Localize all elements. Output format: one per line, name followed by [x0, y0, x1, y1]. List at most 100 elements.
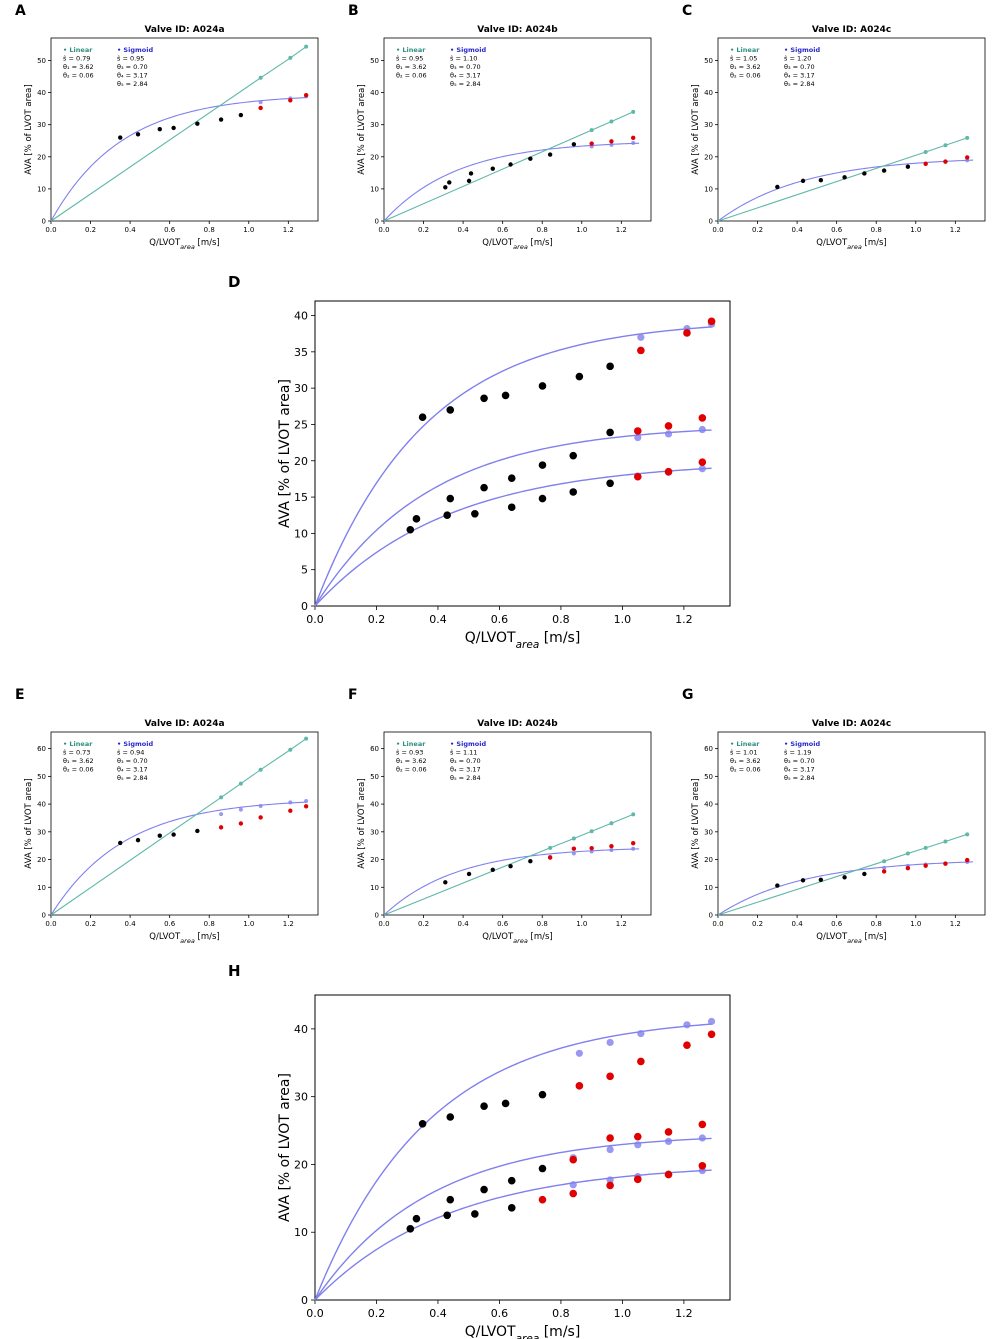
- observed-point: [538, 382, 547, 390]
- legend-linear-param: ŝ = 0.93: [396, 749, 423, 757]
- x-tick-label: 1.2: [616, 920, 627, 928]
- extrapolated-point: [698, 1120, 707, 1129]
- y-tick-label: 10: [37, 884, 46, 892]
- panel-label: E: [15, 687, 25, 703]
- linear-fit-line: [50, 46, 307, 222]
- observed-point: [418, 413, 427, 421]
- panel-d: D 0.0 0.2 0.4 0.6 0.8 1.0 1.2 0 5 10 15 20 25 30 35 40 Q/…: [228, 273, 731, 651]
- linear-prediction-point: [609, 821, 614, 826]
- legend-linear-title: • Linear: [396, 740, 426, 748]
- x-tick-label: 0.0: [45, 920, 56, 928]
- extrapolated-point: [303, 804, 309, 809]
- y-tick-label: 30: [37, 121, 46, 129]
- observed-point: [446, 406, 455, 414]
- x-axis-label: Q/LVOTarea [m/s]: [482, 932, 552, 945]
- linear-prediction-point: [258, 75, 263, 80]
- legend-sigmoid-param: θ₅ = 2.84: [784, 80, 815, 88]
- extrapolated-point: [589, 845, 594, 851]
- y-tick-label: 50: [37, 773, 46, 781]
- y-tick-label: 0: [301, 600, 308, 613]
- observed-point: [468, 171, 474, 176]
- chart-title: Valve ID: A024a: [144, 25, 224, 35]
- sigmoid-prediction-point: [304, 799, 309, 804]
- observed-point: [412, 515, 421, 523]
- observed-point: [842, 175, 847, 180]
- y-tick-label: 0: [301, 1294, 308, 1307]
- observed-point: [418, 1119, 427, 1128]
- x-tick-label: 1.0: [243, 920, 254, 928]
- y-tick-label: 40: [37, 801, 46, 809]
- extrapolated-point: [633, 427, 642, 435]
- y-tick-label: 10: [370, 185, 379, 193]
- observed-point: [446, 1113, 455, 1121]
- sigmoid-fit-curve: [383, 848, 640, 916]
- sigmoid-fit-curve: [383, 142, 640, 222]
- y-tick-label: 20: [37, 153, 46, 161]
- extrapolated-point: [569, 1189, 578, 1198]
- y-axis-label: AVA [% of LVOT area]: [24, 778, 34, 868]
- x-tick-label: 1.2: [675, 1307, 693, 1320]
- extrapolated-point: [609, 844, 614, 849]
- x-axis-label: Q/LVOTarea [m/s]: [482, 238, 552, 251]
- linear-fit-line: [383, 111, 634, 222]
- axes-frame: [314, 300, 731, 607]
- x-tick-label: 1.2: [616, 226, 627, 234]
- extrapolated-point: [258, 105, 263, 111]
- sigmoid-fit-curve: [50, 97, 307, 222]
- legend-sigmoid-title: • Sigmoid: [117, 46, 153, 54]
- legend-sigmoid-param: θ₅ = 2.84: [117, 774, 148, 782]
- observed-point: [538, 1090, 547, 1099]
- extrapolated-point: [569, 1155, 578, 1164]
- legend-linear-param: θ₂ = 0.06: [396, 766, 427, 774]
- observed-point: [238, 112, 244, 118]
- observed-point: [501, 391, 510, 400]
- linear-prediction-point: [589, 829, 594, 834]
- x-axis-label: Q/LVOTarea [m/s]: [465, 1324, 581, 1339]
- y-tick-label: 40: [704, 801, 713, 809]
- y-tick-label: 30: [370, 828, 379, 836]
- x-tick-label: 0.6: [831, 920, 843, 928]
- legend-sigmoid-param: ŝ = 1.11: [450, 749, 477, 757]
- legend-sigmoid-param: θ₄ = 3.17: [117, 766, 148, 774]
- x-tick-label: 0.2: [85, 920, 96, 928]
- sigmoid-prediction-point: [634, 1141, 642, 1149]
- y-tick-label: 40: [370, 89, 379, 97]
- x-tick-label: 0.6: [491, 613, 509, 626]
- observed-point: [446, 1195, 455, 1204]
- extrapolated-point: [637, 1057, 645, 1066]
- x-tick-label: 0.4: [792, 920, 804, 928]
- panel-label: D: [228, 273, 240, 291]
- observed-point: [862, 171, 867, 176]
- sigmoid-fit-curve: [314, 1137, 712, 1301]
- observed-point: [195, 828, 200, 834]
- observed-point: [800, 178, 806, 184]
- linear-fit-line: [717, 833, 968, 916]
- y-tick-label: 20: [704, 153, 713, 161]
- linear-prediction-point: [882, 859, 887, 864]
- panel-label: F: [348, 687, 358, 703]
- linear-prediction-point: [288, 55, 293, 60]
- legend-linear-param: θ₂ = 0.06: [730, 72, 761, 80]
- x-tick-label: 0.8: [871, 920, 882, 928]
- legend-linear-param: θ₁ = 3.62: [63, 757, 94, 765]
- extrapolated-point: [707, 317, 716, 326]
- panel-e: E Valve ID: A024a 0.0 0.2 0.4 0.6 0.8 1.0 1.2 0 10…: [15, 687, 319, 945]
- extrapolated-point: [633, 1132, 642, 1141]
- legend-sigmoid-title: • Sigmoid: [784, 46, 820, 54]
- extrapolated-point: [905, 865, 911, 871]
- extrapolated-point: [664, 1128, 673, 1136]
- y-tick-label: 0: [709, 912, 713, 920]
- extrapolated-point: [943, 159, 948, 164]
- extrapolated-point: [606, 1181, 614, 1190]
- x-tick-label: 0.0: [712, 920, 723, 928]
- observed-point: [406, 1225, 415, 1233]
- x-tick-label: 0.2: [85, 226, 96, 234]
- sigmoid-prediction-point: [698, 1134, 706, 1142]
- sigmoid-prediction-point: [571, 851, 576, 856]
- linear-prediction-point: [258, 767, 263, 772]
- extrapolated-point: [631, 840, 636, 846]
- x-tick-label: 1.0: [243, 226, 254, 234]
- linear-prediction-point: [548, 845, 553, 850]
- chart-title: Valve ID: A024c: [812, 25, 891, 35]
